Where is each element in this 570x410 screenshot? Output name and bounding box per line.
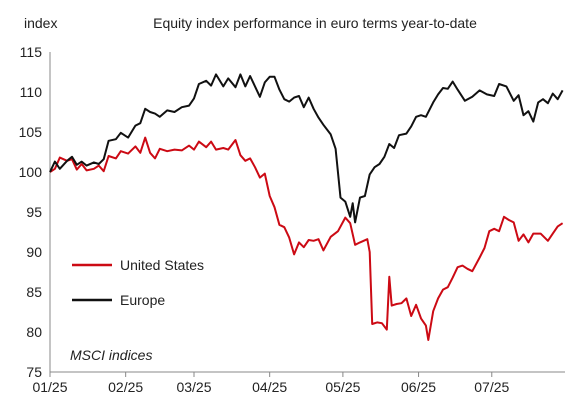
x-tick-label: 03/25 [176, 379, 211, 395]
x-tick-label: 07/25 [474, 379, 509, 395]
y-tick-label: 75 [26, 364, 42, 380]
y-tick-label: 110 [20, 84, 43, 100]
x-tick-label: 02/25 [108, 379, 143, 395]
y-ticks: 75 80 85 90 95 100 105 110 115 [19, 44, 43, 380]
series-line-united-states [49, 136, 564, 341]
series-line-europe [49, 73, 564, 224]
x-tick-label: 01/25 [32, 379, 67, 395]
y-tick-label: 90 [26, 244, 42, 260]
y-tick-label: 85 [26, 284, 42, 300]
legend: United States Europe [72, 257, 204, 308]
legend-label-europe: Europe [120, 292, 165, 308]
y-tick-label: 100 [19, 164, 43, 180]
y-tick-label: 105 [19, 124, 43, 140]
x-tick-label: 06/25 [401, 379, 436, 395]
chart-title: Equity index performance in euro terms y… [153, 15, 477, 31]
x-ticks: 01/25 02/25 03/25 04/25 05/25 06/25 07/25 [32, 372, 510, 395]
x-tick-label: 05/25 [325, 379, 360, 395]
series-layer [49, 73, 564, 341]
y-tick-label: 95 [26, 204, 42, 220]
y-tick-label: 115 [20, 44, 43, 60]
legend-label-united-states: United States [120, 257, 204, 273]
y-tick-label: 80 [26, 324, 42, 340]
x-tick-label: 04/25 [252, 379, 287, 395]
y-axis-label: index [24, 15, 57, 31]
source-note: MSCI indices [70, 347, 152, 363]
